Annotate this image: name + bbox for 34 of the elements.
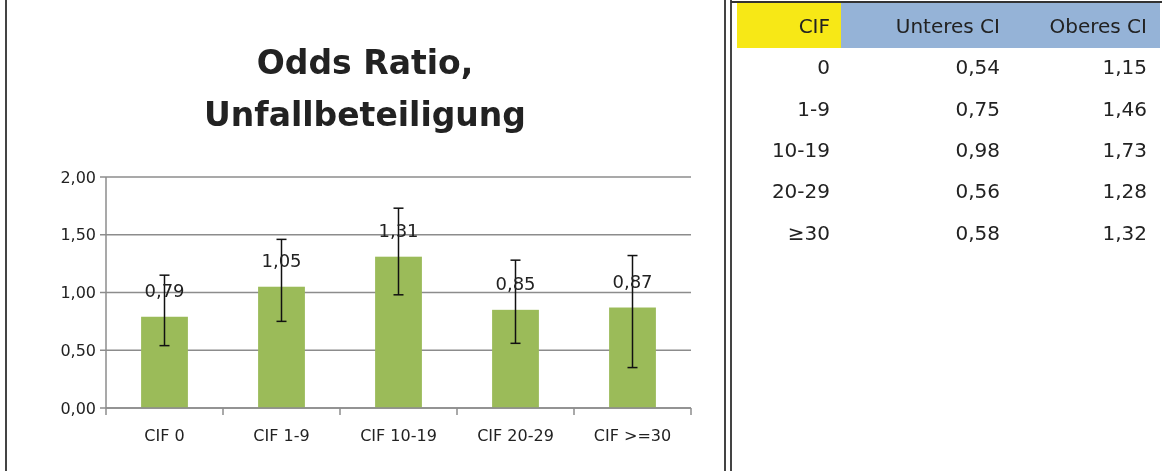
text: 0 (817, 55, 830, 80)
text: 1,15 (1102, 55, 1147, 80)
text: ≥30 (787, 220, 830, 245)
text: 0,54 (955, 55, 1000, 80)
text: 1,28 (1102, 179, 1147, 204)
text: Unteres CI (895, 14, 1000, 38)
text: 1,32 (1102, 220, 1147, 245)
text: 10-19 (771, 137, 830, 162)
text: 1-9 (797, 96, 830, 121)
text: 1,73 (1102, 137, 1147, 162)
x-tick-label: CIF 20-29 (477, 426, 554, 445)
bar (258, 286, 305, 408)
text: CIF (798, 14, 830, 38)
y-tick-label: 0,50 (60, 340, 96, 360)
bar (141, 316, 188, 408)
bar (609, 307, 656, 408)
y-tick-label: 0,00 (60, 398, 96, 418)
text: 0,75 (955, 96, 1000, 121)
bar (375, 256, 422, 408)
y-tick-label: 1,50 (60, 225, 96, 245)
x-tick-label: CIF 1-9 (253, 426, 310, 445)
x-tick-label: CIF 10-19 (360, 426, 437, 445)
bar (492, 309, 539, 408)
text: 1,46 (1102, 96, 1147, 121)
x-tick-label: CIF 0 (144, 426, 185, 445)
x-tick-label: CIF >=30 (593, 426, 672, 445)
y-tick-label: 1,00 (60, 283, 96, 303)
text: 0,58 (955, 220, 1000, 245)
text: 0,56 (955, 179, 1000, 204)
text: 20-29 (771, 179, 830, 204)
text: 0,98 (955, 137, 1000, 162)
chart-title: Odds Ratio, Unfallbeteiligung (204, 43, 526, 134)
y-tick-label: 2,00 (60, 167, 96, 187)
text: Oberes CI (1049, 14, 1147, 38)
